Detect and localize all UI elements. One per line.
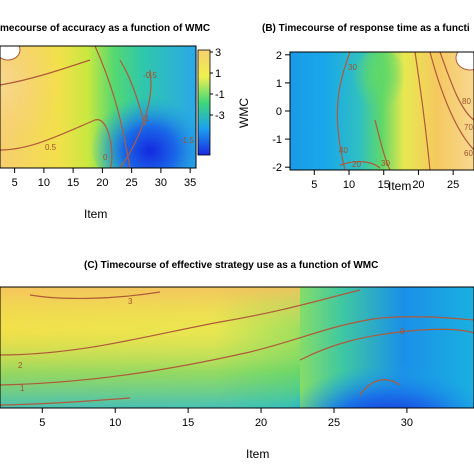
panel-c: (C) Timecourse of effective strategy use…: [0, 260, 474, 461]
y-tick-label: 2: [276, 50, 282, 62]
x-tick-label: 5: [12, 177, 18, 189]
contour-label: -1.5: [180, 136, 194, 145]
y-tick-label: 0: [276, 106, 282, 118]
x-tick-label: 15: [67, 177, 79, 189]
panel-b-contour-labels: 30 40 20 30 80 70 60: [339, 63, 473, 169]
x-tick-label: 15: [378, 179, 390, 191]
y-tick-label: -2: [272, 162, 282, 174]
x-tick-label: 25: [447, 179, 459, 191]
contour-label: 80: [462, 97, 471, 106]
x-tick-label: 20: [412, 179, 424, 191]
contour-label: 30: [348, 63, 357, 72]
contour-label: 60: [464, 149, 473, 158]
y-tick-label: 1: [276, 78, 282, 90]
panel-c-heatmap: [0, 287, 474, 408]
x-tick-label: 5: [39, 417, 45, 429]
contour-label: 40: [339, 146, 348, 155]
panel-b-xlabel: Item: [388, 179, 411, 193]
contour-label: 30: [381, 159, 390, 168]
x-tick-label: 30: [401, 417, 413, 429]
contour-label: 1: [20, 384, 25, 393]
panel-a-heatmap: [0, 46, 196, 168]
contour-label: 70: [464, 123, 473, 132]
panel-c-x-axis: 5 10 15 20 25 30: [39, 408, 413, 429]
colorbar-ticks: 3 1 -1 -3: [210, 47, 225, 122]
panel-a-colorbar: 3 1 -1 -3: [197, 47, 225, 156]
contour-label: -0.5: [143, 71, 157, 80]
panel-a: mecourse of accuracy as a function of WM…: [0, 23, 225, 221]
colorbar-tick-label: 3: [215, 47, 221, 59]
colorbar-tick-label: -3: [215, 110, 225, 122]
panel-a-contour-labels: -0.5 -1 -1.5 0.5 0: [45, 71, 194, 162]
panel-c-xlabel: Item: [246, 447, 269, 461]
panel-b: (B) Timecourse of response time as a fun…: [237, 23, 474, 193]
contour-label: 0: [103, 153, 108, 162]
x-tick-label: 10: [109, 417, 121, 429]
panel-b-heatmap: [290, 52, 474, 170]
panel-a-x-axis: 5 10 15 20 25 30 35: [12, 168, 196, 189]
x-tick-label: 10: [343, 179, 355, 191]
x-tick-label: 25: [126, 177, 138, 189]
contour-label: 3: [128, 297, 133, 306]
x-tick-label: 30: [155, 177, 167, 189]
contour-label: 0.5: [45, 143, 57, 152]
panel-c-title: (C) Timecourse of effective strategy use…: [84, 260, 378, 271]
panel-a-title: mecourse of accuracy as a function of WM…: [0, 23, 210, 34]
panel-b-x-axis: 5 10 15 20 25: [311, 170, 459, 191]
x-tick-label: 10: [38, 177, 50, 189]
panel-c-contour-labels: 3 2 1 0: [18, 297, 405, 393]
x-tick-label: 15: [182, 417, 194, 429]
panel-b-y-axis: 2 1 0 -1 -2: [272, 50, 290, 174]
colorbar-tick-label: -1: [215, 89, 225, 101]
y-tick-label: -1: [272, 134, 282, 146]
contour-label: 0: [400, 327, 405, 336]
panel-b-title: (B) Timecourse of response time as a fun…: [262, 23, 470, 34]
x-tick-label: 20: [96, 177, 108, 189]
panel-a-xlabel: Item: [84, 207, 107, 221]
contour-label: 20: [352, 160, 361, 169]
panel-b-ylabel: WMC: [237, 98, 251, 128]
x-tick-label: 25: [328, 417, 340, 429]
x-tick-label: 5: [311, 179, 317, 191]
contour-label: 2: [18, 361, 23, 370]
colorbar-tick-label: 1: [215, 68, 221, 80]
x-tick-label: 35: [184, 177, 196, 189]
x-tick-label: 20: [255, 417, 267, 429]
contour-label: -1: [142, 114, 150, 123]
